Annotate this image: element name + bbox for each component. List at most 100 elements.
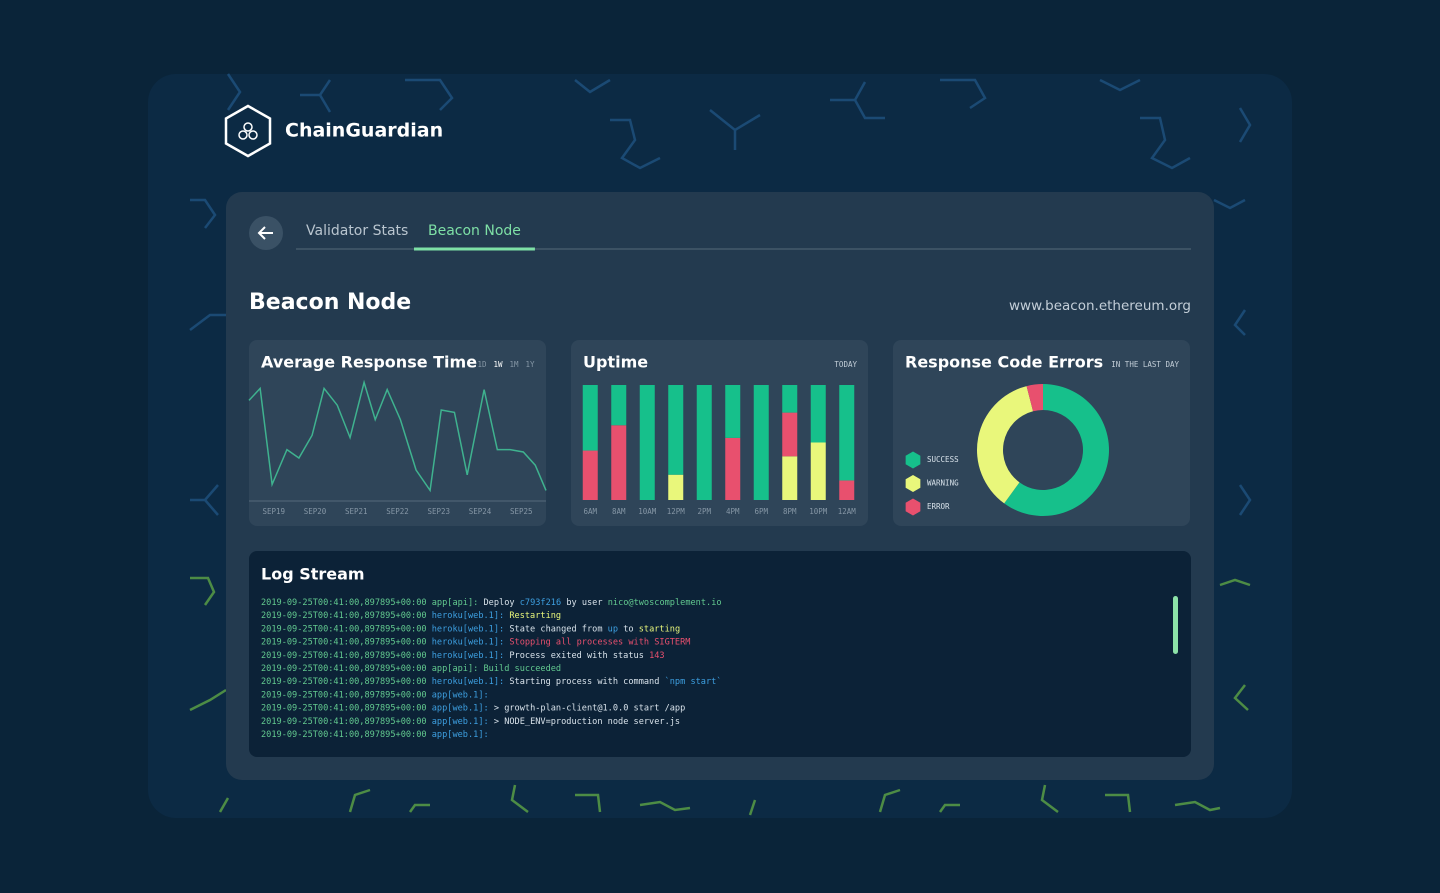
log-segment: up — [608, 624, 618, 634]
log-line: 2019-09-25T00:41:00,897895+00:00 heroku[… — [261, 650, 665, 660]
logo: ChainGuardian — [224, 104, 443, 158]
log-segment: heroku[web.1]: — [432, 677, 504, 687]
x-tick-label: 4PM — [726, 507, 740, 516]
log-line: 2019-09-25T00:41:00,897895+00:00 app[web… — [261, 703, 685, 713]
x-tick-label: SEP20 — [304, 507, 327, 516]
x-tick-label: 10PM — [809, 507, 828, 516]
x-tick-label: 10AM — [638, 507, 657, 516]
x-tick-label: SEP23 — [427, 507, 450, 516]
back-arrow[interactable] — [257, 226, 273, 240]
uptime-segment — [668, 385, 684, 475]
page-title: Beacon Node — [249, 290, 411, 315]
log-segment: 143 — [649, 650, 665, 660]
log-line: 2019-09-25T00:41:00,897895+00:00 heroku[… — [261, 676, 722, 687]
x-tick-label: SEP19 — [262, 507, 285, 516]
log-line: 2019-09-25T00:41:00,897895+00:00 app[api… — [261, 664, 561, 674]
uptime-segment — [611, 385, 627, 426]
range-toggle[interactable]: 1M — [509, 360, 519, 369]
x-tick-label: SEP24 — [469, 507, 492, 516]
log-segment: 2019-09-25T00:41:00,897895+00:00 — [261, 611, 432, 621]
x-tick-label: 12PM — [667, 507, 686, 516]
x-tick-label: 6AM — [583, 507, 597, 516]
log-segment: app[api]: — [432, 598, 479, 608]
log-segment: app[web.1]: — [432, 703, 489, 713]
log-segment: app[web.1]: — [432, 690, 489, 700]
log-segment: Stopping all processes with SIGTERM — [504, 637, 690, 647]
tab-bar: Validator Stats Beacon Node — [306, 223, 535, 251]
page-url[interactable]: www.beacon.ethereum.org — [1009, 298, 1191, 314]
tab[interactable]: Beacon Node — [428, 223, 521, 239]
log-segment: app[web.1]: — [432, 716, 489, 726]
legend-label: ERROR — [927, 502, 950, 511]
range-toggle[interactable]: 1W — [493, 360, 503, 369]
legend-label: WARNING — [927, 479, 959, 488]
log-line: 2019-09-25T00:41:00,897895+00:00 app[api… — [261, 598, 722, 608]
chart-title: Uptime — [583, 353, 648, 372]
log-segment: State changed from — [504, 624, 607, 634]
tab[interactable]: Validator Stats — [306, 223, 408, 239]
log-line: 2019-09-25T00:41:00,897895+00:00 heroku[… — [261, 611, 561, 621]
log-segment: `npm start` — [665, 676, 722, 687]
log-segment: heroku[web.1]: — [432, 611, 504, 621]
back-button[interactable] — [249, 216, 283, 250]
uptime-segment — [810, 385, 826, 443]
hex-pattern — [189, 73, 1252, 816]
charts: Average Response Time 1D 1W 1M 1Y SEP19 SEP20 S… — [248, 340, 1190, 526]
log-segment: 2019-09-25T00:41:00,897895+00:00 — [261, 730, 432, 740]
x-tick-label: SEP21 — [345, 507, 368, 516]
range-toggle[interactable]: 1D — [477, 360, 487, 369]
log-segment: starting — [639, 624, 680, 634]
log-segment: 2019-09-25T00:41:00,897895+00:00 — [261, 664, 432, 674]
log-segment: 2019-09-25T00:41:00,897895+00:00 — [261, 624, 432, 634]
log-line: 2019-09-25T00:41:00,897895+00:00 app[web… — [261, 730, 489, 740]
scrollbar[interactable] — [1173, 596, 1178, 654]
x-tick-label: 8AM — [612, 507, 626, 516]
range-toggle[interactable]: 1Y — [525, 360, 535, 369]
log-segment: by user — [561, 598, 608, 608]
donut-segment — [1026, 384, 1043, 412]
log-segment: heroku[web.1]: — [432, 650, 504, 660]
x-tick-label: 8PM — [783, 507, 797, 516]
response-line — [248, 379, 547, 493]
log-title: Log Stream — [261, 565, 365, 584]
log-segment: nico@twoscomplement.io — [608, 598, 722, 608]
log-segment: 2019-09-25T00:41:00,897895+00:00 — [261, 690, 432, 700]
log-segment: to — [618, 624, 639, 634]
x-tick-label: 12AM — [838, 507, 857, 516]
uptime-segment — [782, 385, 798, 413]
legend-label: SUCCESS — [927, 455, 959, 464]
legend-swatch — [905, 451, 921, 469]
uptime-segment — [810, 442, 826, 500]
uptime-segment — [582, 450, 598, 500]
uptime-segment — [753, 385, 769, 500]
log-segment: heroku[web.1]: — [432, 624, 504, 634]
uptime-segment — [611, 425, 627, 500]
log-segment: 2019-09-25T00:41:00,897895+00:00 — [261, 716, 432, 726]
log-segment: Process exited with status — [504, 650, 649, 660]
log-line: 2019-09-25T00:41:00,897895+00:00 app[web… — [261, 716, 680, 726]
uptime-segment — [782, 412, 798, 457]
chart-subtitle: IN THE LAST DAY — [1111, 360, 1179, 369]
chart-subtitle: TODAY — [834, 360, 857, 369]
log-segment: app[api]: — [432, 664, 479, 674]
x-tick-label: SEP25 — [510, 507, 533, 516]
uptime-segment — [668, 474, 684, 500]
uptime-segment — [782, 456, 798, 500]
uptime-segment — [839, 385, 855, 481]
log-segment: 2019-09-25T00:41:00,897895+00:00 — [261, 637, 432, 647]
uptime-segment — [582, 385, 598, 451]
chart-title: Average Response Time — [261, 353, 477, 372]
log-line: 2019-09-25T00:41:00,897895+00:00 heroku[… — [261, 624, 680, 634]
x-tick-label: 6PM — [754, 507, 768, 516]
logo-icon — [248, 130, 258, 140]
log-segment: Build succeeded — [478, 664, 561, 674]
log-segment: app[web.1]: — [432, 730, 489, 740]
x-tick-label: SEP22 — [386, 507, 409, 516]
log-line: 2019-09-25T00:41:00,897895+00:00 heroku[… — [261, 637, 690, 647]
log-segment: 2019-09-25T00:41:00,897895+00:00 — [261, 677, 432, 687]
log-segment: Restarting — [504, 611, 561, 621]
log-segment: 2019-09-25T00:41:00,897895+00:00 — [261, 703, 432, 713]
log-line: 2019-09-25T00:41:00,897895+00:00 app[web… — [261, 690, 489, 700]
log-segment: > growth-plan-client@1.0.0 start /app — [489, 703, 686, 713]
